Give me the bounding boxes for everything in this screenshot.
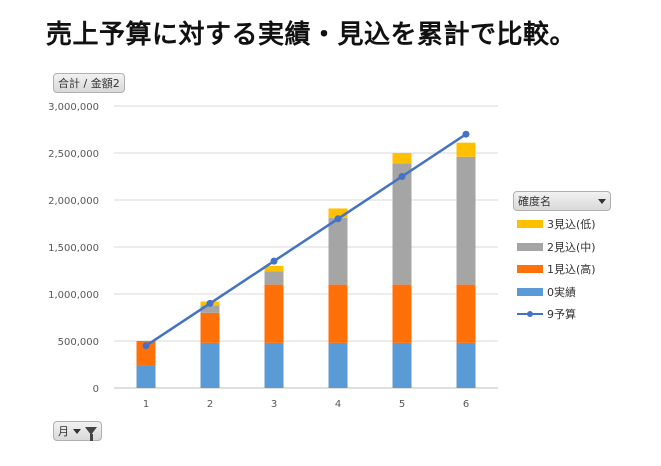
bar-segment: [392, 284, 412, 343]
value-field-button[interactable]: 合計 / 金額2: [53, 73, 125, 93]
x-tick-label: 5: [399, 399, 405, 410]
month-field-label: 月: [58, 425, 69, 438]
month-field-button[interactable]: 月: [53, 421, 102, 441]
legend-swatch: [517, 220, 543, 229]
legend-label: 1見込(高): [547, 263, 596, 277]
bar-segment: [392, 153, 412, 164]
bar-segment: [264, 284, 284, 343]
line-point: [334, 215, 342, 223]
bar-segment: [456, 156, 476, 285]
x-tick-label: 2: [207, 399, 213, 410]
bar-segment: [328, 208, 348, 218]
legend-swatch: [517, 287, 543, 296]
line-point: [142, 342, 150, 350]
legend-label: 2見込(中): [547, 240, 596, 254]
bar-segment: [328, 342, 348, 388]
line-point: [462, 130, 470, 138]
bar-segment: [328, 284, 348, 343]
legend-line-swatch: [517, 309, 543, 319]
x-tick-label: 4: [335, 399, 341, 410]
line-point: [398, 173, 406, 180]
bar-segment: [392, 163, 412, 285]
bar-segment: [200, 305, 220, 313]
legend-label: 0実績: [547, 285, 576, 299]
bar-segment: [136, 341, 156, 366]
legend-item: 0実績: [517, 281, 596, 304]
legend-item: 2見込(中): [517, 236, 596, 259]
bar-segment: [200, 342, 220, 388]
value-field-label: 合計 / 金額2: [58, 77, 120, 90]
bar-segment: [264, 342, 284, 388]
y-tick-label: 3,000,000: [48, 102, 99, 113]
bar-segment: [264, 265, 284, 272]
legend-label: 3見込(低): [547, 218, 596, 232]
y-tick-label: 500,000: [58, 337, 99, 348]
chevron-down-icon[interactable]: [598, 198, 606, 204]
y-tick-label: 2,500,000: [48, 149, 99, 160]
bar-segment: [264, 271, 284, 285]
x-tick-label: 1: [143, 399, 149, 410]
legend-item: 1見込(高): [517, 258, 596, 281]
legend-label: 9予算: [547, 308, 576, 322]
bar-segment: [456, 142, 476, 157]
y-tick-label: 1,000,000: [48, 290, 99, 301]
y-tick-label: 0: [93, 384, 99, 395]
legend-item: 3見込(低): [517, 213, 596, 236]
bar-segment: [456, 342, 476, 388]
line-point: [270, 257, 278, 265]
series-line: [145, 133, 467, 347]
legend-swatch: [517, 242, 543, 251]
bar-segment: [456, 284, 476, 343]
y-tick-label: 2,000,000: [48, 196, 99, 207]
bar-segment: [136, 365, 156, 388]
bar-segment: [200, 301, 220, 306]
legend-swatch: [517, 265, 543, 274]
x-tick-label: 3: [271, 399, 277, 410]
chevron-down-icon[interactable]: [73, 428, 81, 434]
chart-legend: 3見込(低) 2見込(中) 1見込(高) 0実績 9予算: [517, 213, 596, 326]
bar-segment: [328, 217, 348, 285]
bar-segment: [200, 312, 220, 343]
bar-segment: [392, 342, 412, 388]
x-tick-label: 6: [463, 399, 469, 410]
line-point: [206, 299, 214, 307]
legend-field-button[interactable]: 確度名: [513, 191, 611, 211]
legend-item: 9予算: [517, 303, 596, 326]
y-tick-label: 1,500,000: [48, 243, 99, 254]
legend-field-label: 確度名: [518, 195, 551, 208]
page-title: 売上予算に対する実績・見込を累計で比較。: [46, 20, 577, 50]
filter-icon[interactable]: [85, 427, 97, 441]
